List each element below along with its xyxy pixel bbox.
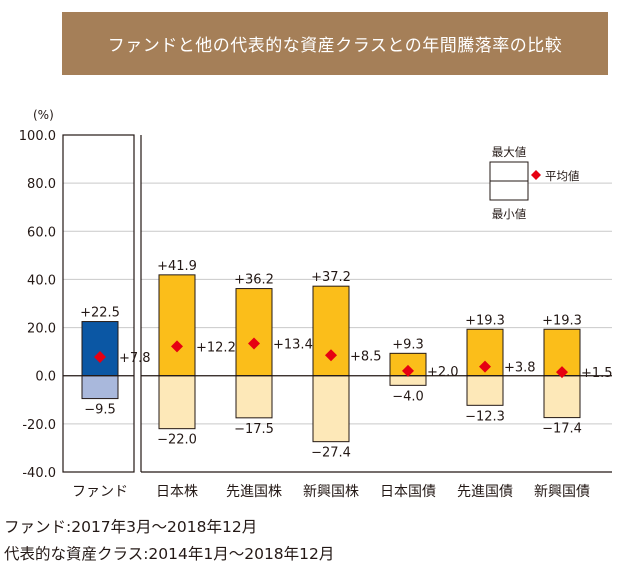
- avg-marker-4: [325, 349, 337, 362]
- bar-upper-2: [158, 274, 196, 377]
- legend-avg-marker: [531, 170, 541, 180]
- y-tick-label: 100.0: [19, 129, 56, 144]
- grid-lines: [63, 182, 612, 425]
- footnotes: ファンド:2017年3月～2018年12月 代表的な資産クラス:2014年1月～…: [4, 514, 334, 568]
- min-label-4: −27.4: [311, 446, 351, 461]
- avg-label-5: +2.0: [427, 365, 459, 380]
- min-label-1: −9.5: [84, 403, 116, 418]
- y-tick-label: 80.0: [27, 177, 56, 192]
- y-tick-label: 60.0: [27, 225, 56, 240]
- legend-max-label: 最大値: [492, 145, 527, 159]
- bar-upper-4: [312, 285, 350, 377]
- avg-marker-1: [94, 350, 106, 363]
- avg-label-6: +3.8: [504, 361, 536, 376]
- bar-upper-1: [81, 321, 119, 377]
- min-label-7: −17.4: [542, 422, 582, 437]
- avg-label-4: +8.5: [350, 349, 382, 364]
- legend-min-label: 最小値: [492, 207, 527, 221]
- bar-lower-6: [466, 375, 504, 406]
- bar-upper-3: [235, 288, 273, 377]
- avg-marker-3: [248, 337, 260, 350]
- note-asset-period: 代表的な資産クラス:2014年1月～2018年12月: [4, 545, 335, 563]
- bar-lower-7: [543, 375, 581, 419]
- x-category-label-5: 日本国債: [380, 484, 436, 500]
- y-unit-label: (%): [33, 108, 54, 122]
- avg-label-1: +7.8: [119, 351, 151, 366]
- max-label-4: +37.2: [311, 270, 351, 285]
- y-tick-label: -40.0: [22, 466, 56, 481]
- chart-title: ファンドと他の代表的な資産クラスとの年間騰落率の比較: [62, 12, 608, 75]
- min-label-3: −17.5: [234, 422, 274, 437]
- x-category-label-7: 新興国債: [534, 484, 590, 500]
- max-label-3: +36.2: [234, 273, 274, 288]
- axes: 100.0 80.0 60.0 40.0 20.0 0.0 -20.0 -40.0 (%): [19, 108, 612, 481]
- min-label-6: −12.3: [465, 409, 505, 424]
- y-tick-label: 0.0: [35, 370, 56, 385]
- bar-lower-5: [389, 375, 427, 386]
- max-label-2: +41.9: [157, 259, 197, 274]
- min-label-2: −22.0: [157, 433, 197, 448]
- avg-marker-5: [402, 364, 414, 377]
- bar-lower-4: [312, 375, 350, 443]
- max-label-7: +19.3: [542, 313, 582, 328]
- avg-label-2: +12.2: [196, 340, 236, 355]
- max-label-1: +22.5: [80, 306, 120, 321]
- y-tick-label: 20.0: [27, 322, 56, 337]
- avg-label-3: +13.4: [273, 337, 313, 352]
- avg-label-7: +1.5: [581, 366, 613, 381]
- x-category-label-4: 新興国株: [303, 484, 359, 500]
- bar-lower-1: [81, 375, 119, 400]
- x-category-label-6: 先進国債: [457, 484, 513, 500]
- y-tick-label: -20.0: [22, 418, 56, 433]
- x-category-label-1: ファンド: [72, 484, 128, 500]
- data-labels: +22.5 −9.5 +7.8 ファンド +41.9 −22.0 +12.2 日本株 +36.2…: [72, 259, 613, 500]
- legend-avg-label: 平均値: [545, 169, 580, 183]
- range-bar-chart: 100.0 80.0 60.0 40.0 20.0 0.0 -20.0 -40.0 (%) +2…: [19, 108, 613, 500]
- bar-lower-3: [235, 375, 273, 419]
- bar-lower-2: [158, 375, 196, 430]
- x-category-label-2: 日本株: [156, 484, 198, 500]
- note-fund-period: ファンド:2017年3月～2018年12月: [4, 518, 258, 536]
- avg-marker-2: [171, 340, 183, 353]
- x-category-label-3: 先進国株: [226, 484, 282, 500]
- max-label-6: +19.3: [465, 313, 505, 328]
- avg-marker-7: [556, 366, 568, 379]
- bars: [81, 274, 581, 443]
- max-label-5: +9.3: [392, 337, 424, 352]
- fund-panel-frame: [62, 134, 135, 473]
- min-label-5: −4.0: [392, 389, 424, 404]
- avg-marker-6: [479, 360, 491, 373]
- y-tick-label: 40.0: [27, 273, 56, 288]
